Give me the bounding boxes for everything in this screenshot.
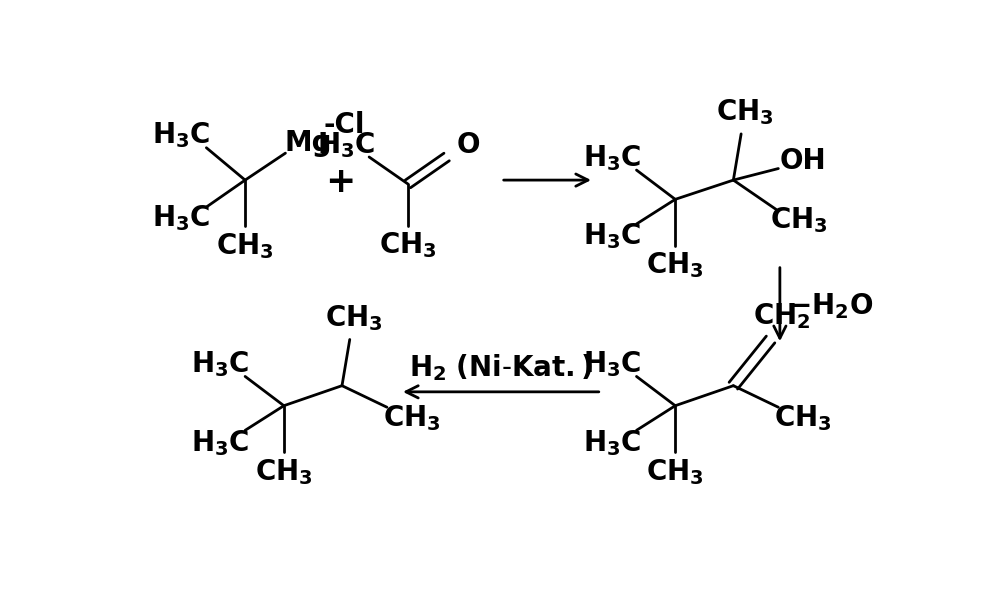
Text: $\mathbf{-H_2O}$: $\mathbf{-H_2O}$: [788, 291, 873, 321]
Text: Mg: Mg: [285, 129, 332, 157]
Text: -Cl: -Cl: [324, 111, 365, 139]
Text: $\mathbf{H_2\ (Ni\text{-}Kat.)}$: $\mathbf{H_2\ (Ni\text{-}Kat.)}$: [409, 352, 593, 383]
Text: $\mathbf{CH_3}$: $\mathbf{CH_3}$: [383, 403, 441, 433]
Text: $\mathbf{CH_3}$: $\mathbf{CH_3}$: [716, 97, 774, 127]
Text: $\mathbf{H_3C}$: $\mathbf{H_3C}$: [152, 204, 211, 234]
Text: $\mathbf{CH_3}$: $\mathbf{CH_3}$: [379, 231, 437, 260]
Text: $\mathbf{H_3C}$: $\mathbf{H_3C}$: [191, 349, 250, 379]
Text: $\mathbf{H_3C}$: $\mathbf{H_3C}$: [152, 120, 211, 150]
Text: $\mathbf{CH_3}$: $\mathbf{CH_3}$: [770, 205, 828, 235]
Text: $\mathbf{CH_3}$: $\mathbf{CH_3}$: [325, 303, 383, 333]
Text: +: +: [325, 166, 356, 200]
Text: $\mathbf{CH_3}$: $\mathbf{CH_3}$: [646, 251, 704, 281]
Text: $\mathbf{H_3C}$: $\mathbf{H_3C}$: [583, 428, 641, 458]
Text: $\mathbf{H_3C}$: $\mathbf{H_3C}$: [317, 131, 375, 160]
Text: $\mathbf{H_3C}$: $\mathbf{H_3C}$: [191, 428, 250, 458]
Text: $\mathbf{CH_3}$: $\mathbf{CH_3}$: [255, 457, 313, 487]
Text: $\mathbf{CH_2}$: $\mathbf{CH_2}$: [753, 302, 810, 331]
Text: $\mathbf{H_3C}$: $\mathbf{H_3C}$: [583, 349, 641, 379]
Text: $\mathbf{CH_3}$: $\mathbf{CH_3}$: [774, 403, 832, 433]
Text: $\mathbf{H_3C}$: $\mathbf{H_3C}$: [583, 221, 641, 251]
Text: $\mathbf{CH_3}$: $\mathbf{CH_3}$: [216, 231, 274, 261]
Text: OH: OH: [780, 147, 826, 175]
Text: $\mathbf{H_3C}$: $\mathbf{H_3C}$: [583, 143, 641, 173]
Text: $\mathbf{CH_3}$: $\mathbf{CH_3}$: [646, 457, 704, 487]
Text: O: O: [457, 132, 480, 160]
